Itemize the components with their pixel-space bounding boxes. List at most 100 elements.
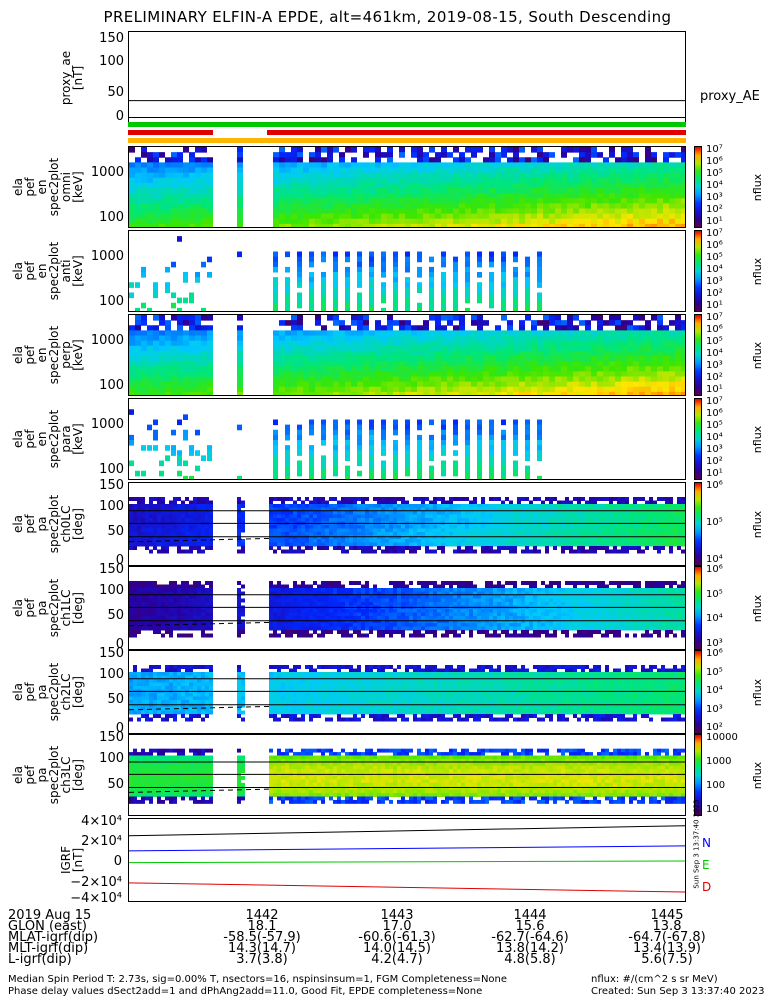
spectro-cell	[459, 330, 465, 336]
spectro-cell	[585, 518, 589, 522]
spectro-cell	[389, 546, 393, 550]
spectro-cell	[441, 507, 445, 512]
spectro-cell	[629, 532, 633, 536]
spectro-cell	[327, 223, 333, 227]
spectro-cell	[549, 511, 553, 515]
spectro-cell	[357, 256, 362, 263]
spectro-cell	[447, 223, 453, 227]
spectro-cell	[465, 518, 469, 522]
spectro-cell	[129, 208, 135, 215]
spectro-cell	[285, 350, 291, 357]
spectro-cell	[477, 162, 483, 168]
spectro-cell	[453, 542, 457, 547]
spectro-cell	[605, 539, 609, 543]
spectro-cell	[141, 619, 145, 624]
spectro-cell	[169, 532, 173, 536]
spectro-cell	[477, 177, 483, 184]
spectro-cell	[339, 371, 345, 377]
spectro-cell	[381, 424, 386, 431]
spectro-cell	[685, 518, 686, 522]
spectro-cell	[357, 340, 363, 347]
spectro-cell	[315, 366, 321, 372]
spectro-cell	[159, 460, 164, 467]
spectro-cell	[351, 167, 357, 174]
spectro-cell	[177, 162, 183, 168]
spectro-cell	[363, 208, 369, 215]
spectro-cell	[333, 445, 338, 451]
spectro-cell	[421, 514, 425, 519]
spectro-cell	[411, 218, 417, 225]
spectro-cell	[201, 182, 207, 189]
spectro-cell	[365, 511, 369, 515]
spectro-cell	[669, 535, 673, 540]
spectro-cell	[593, 528, 597, 533]
spectro-cell	[387, 193, 393, 199]
spectro-cell	[573, 507, 577, 512]
spectro-cell	[501, 167, 507, 174]
spectro-cell	[189, 218, 195, 225]
spectro-cell	[297, 549, 301, 554]
spectro-cell	[531, 177, 537, 184]
spectro-cell	[589, 532, 593, 536]
spectro-cell	[357, 162, 363, 168]
spectro-cell	[555, 386, 561, 393]
spectro-cell	[293, 528, 297, 533]
spectro-cell	[237, 424, 242, 431]
spectro-cell	[549, 525, 553, 529]
spectro-cell	[393, 475, 398, 479]
spectro-cell	[639, 315, 645, 321]
spectro-cell	[129, 525, 133, 529]
spectro-cell	[341, 507, 345, 512]
spectro-cell	[135, 188, 141, 194]
spectro-cell	[353, 535, 357, 540]
spectro-cell	[509, 546, 513, 550]
spectro-cell	[617, 507, 621, 512]
spectro-cell	[321, 282, 326, 288]
spectro-cell	[621, 371, 627, 377]
spectro-cell	[423, 208, 429, 215]
spectro-cell	[393, 528, 397, 533]
spectro-cell	[197, 542, 201, 547]
spectro-cell	[507, 198, 513, 204]
spectro-cell	[345, 356, 351, 362]
spectro-cell	[663, 157, 669, 163]
spectro-cell	[157, 514, 161, 519]
spectro-cell	[459, 182, 465, 189]
spectro-cell	[405, 162, 411, 168]
spectro-cell	[189, 292, 194, 299]
spectro-cell	[489, 335, 495, 342]
spectro-cell	[677, 535, 681, 540]
spectro-cell	[165, 518, 169, 522]
spectro-cell	[189, 376, 195, 383]
spectro-cell	[437, 535, 441, 540]
spectro-cell	[401, 542, 405, 547]
spectro-cell	[461, 528, 465, 533]
spectro-cell	[573, 381, 579, 388]
spectro-cell	[435, 335, 441, 342]
spectro-cell	[277, 514, 281, 519]
spectro-cell	[417, 272, 422, 278]
spectro-cell	[201, 340, 207, 347]
spectro-cell	[555, 330, 561, 336]
spectro-cell	[183, 460, 188, 467]
spectro-cell	[453, 307, 458, 311]
spectro-cell	[477, 320, 483, 326]
spectro-cell	[279, 391, 285, 395]
spectro-cell	[153, 445, 158, 451]
spectro-cell	[593, 525, 597, 529]
spectro-cell	[447, 198, 453, 204]
spectro-cell	[205, 518, 209, 522]
spectro-cell	[133, 588, 137, 592]
spectro-cell	[653, 500, 657, 505]
spectro-cell	[441, 528, 445, 533]
spectro-cell	[557, 532, 561, 536]
spectro-cell	[353, 525, 357, 529]
spectro-cell	[537, 376, 543, 383]
spectro-cell	[393, 460, 398, 467]
spectro-cell	[423, 391, 429, 395]
spectro-cell	[555, 340, 561, 347]
spectro-cell	[161, 500, 165, 505]
spectro-cell	[417, 514, 421, 519]
spectro-cell	[279, 167, 285, 174]
spectro-cell	[399, 193, 405, 199]
